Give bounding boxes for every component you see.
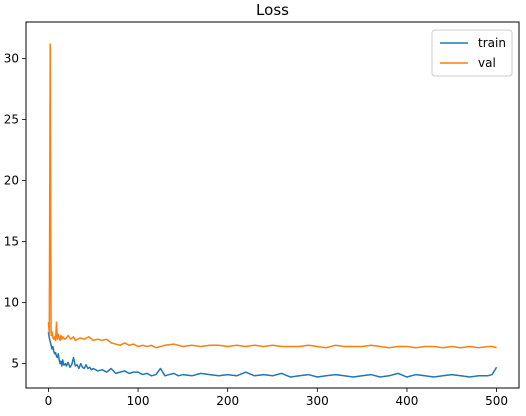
series-line-val	[47, 43, 497, 349]
legend-box	[431, 29, 513, 77]
y-tick-label: 30	[4, 52, 19, 66]
x-tick-label: 500	[485, 394, 508, 408]
x-tick-label: 200	[216, 394, 239, 408]
x-tick-label: 400	[396, 394, 419, 408]
plot-lines	[47, 43, 498, 378]
y-tick-label: 15	[4, 235, 19, 249]
plot-frame	[25, 21, 520, 389]
x-axis: 0 100 200 300 400 500	[45, 388, 508, 408]
series-line-train	[47, 331, 498, 378]
x-tick-label: 0	[45, 394, 53, 408]
y-tick-label: 25	[4, 113, 19, 127]
chart-title: Loss	[256, 1, 289, 19]
y-tick-label: 10	[4, 296, 19, 310]
y-tick-label: 20	[4, 174, 19, 188]
legend-label-train: train	[478, 36, 506, 50]
x-tick-label: 300	[306, 394, 329, 408]
x-tick-label: 100	[127, 394, 150, 408]
y-tick-label: 5	[11, 357, 19, 371]
legend-label-val: val	[478, 56, 496, 70]
y-axis: 5 10 15 20 25 30	[4, 52, 26, 371]
legend: train val	[431, 29, 513, 77]
